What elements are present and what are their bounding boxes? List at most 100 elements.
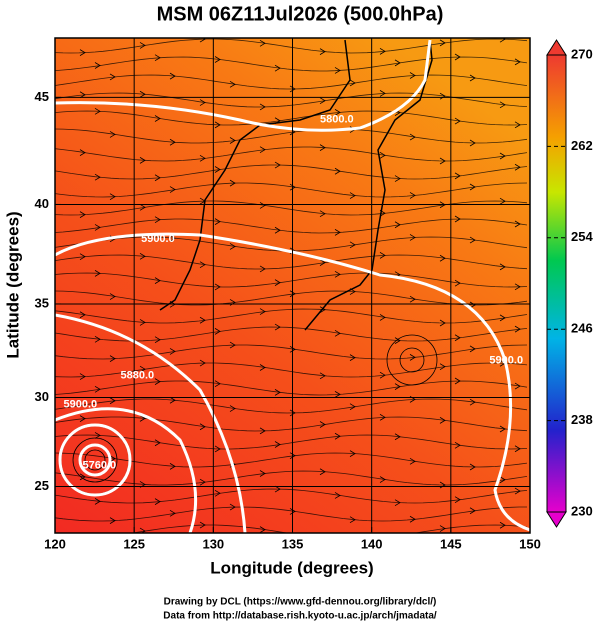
stream-arrow <box>259 265 266 273</box>
stream-arrow <box>154 378 161 385</box>
stream-arrow <box>94 335 101 343</box>
stream-arrow <box>199 99 206 106</box>
stream-arrow <box>109 73 116 81</box>
stream-arrow <box>439 417 446 424</box>
stream-arrow <box>139 527 146 533</box>
stream-arrow <box>394 337 401 344</box>
stream-arrow <box>349 192 356 199</box>
stream-arrow <box>214 328 221 335</box>
stream-arrow <box>259 308 266 315</box>
x-tick-label: 150 <box>519 536 541 551</box>
x-tick-label: 140 <box>361 536 383 551</box>
stream-arrow <box>259 427 266 435</box>
stream-arrow <box>229 341 236 349</box>
stream-arrow <box>139 157 146 164</box>
stream-arrow <box>379 151 386 159</box>
stream-arrow <box>139 319 146 326</box>
stream-arrow <box>454 215 461 223</box>
stream-arrow <box>394 221 401 229</box>
stream-arrow <box>454 172 461 180</box>
y-tick-label: 30 <box>35 389 49 404</box>
stream-arrow <box>274 389 281 396</box>
stream-arrow <box>334 229 341 236</box>
stream-arrow <box>139 42 146 49</box>
stream-arrow <box>499 476 506 484</box>
stream-arrow <box>289 409 296 417</box>
stream-arrow <box>169 186 176 193</box>
stream-arrow <box>154 174 161 182</box>
stream-arrow <box>499 152 506 160</box>
x-tick-label: 120 <box>44 536 66 551</box>
stream-arrow <box>259 470 266 477</box>
contour-label: 5900.0 <box>141 233 175 245</box>
stream-arrow <box>139 90 146 98</box>
stream-arrow <box>214 380 221 388</box>
stream-arrow <box>334 109 341 116</box>
stream-arrow <box>454 496 461 504</box>
vortex <box>72 437 118 483</box>
stream-arrow <box>109 355 116 362</box>
stream-arrow <box>334 391 341 398</box>
stream-arrow <box>349 354 356 361</box>
stream-arrow <box>94 107 101 115</box>
stream-arrow <box>319 210 326 218</box>
stream-arrow <box>319 372 326 380</box>
stream-arrow <box>319 97 326 105</box>
stream-arrow <box>154 498 161 505</box>
stream-arrow <box>199 261 206 268</box>
stream-arrow <box>349 79 356 87</box>
stream-arrow <box>274 226 281 234</box>
stream-arrow <box>454 377 461 385</box>
contour-label: 5760.0 <box>83 459 117 471</box>
stream-arrow <box>154 277 161 284</box>
stream-arrow <box>379 90 386 97</box>
stream-arrow <box>409 234 416 241</box>
stream-arrow <box>379 413 386 421</box>
stream-arrow <box>79 373 86 380</box>
stream-arrow <box>454 117 461 125</box>
stream-arrow <box>139 203 146 211</box>
stream-arrow <box>199 478 206 486</box>
colorbar <box>546 54 567 513</box>
stream-arrow <box>334 167 341 175</box>
stream-arrow <box>289 183 296 191</box>
stream-arrow <box>289 452 296 460</box>
stream-arrow <box>439 92 446 100</box>
stream-arrow <box>334 432 341 440</box>
stream-arrow <box>79 473 86 481</box>
stream-arrow <box>154 336 161 344</box>
contour-lines <box>55 39 530 533</box>
stream-arrow <box>394 175 401 182</box>
stream-arrow <box>214 445 221 453</box>
stream-arrow <box>109 455 116 462</box>
stream-arrow <box>439 363 446 371</box>
stream-arrow <box>94 173 101 181</box>
stream-arrow <box>169 234 176 242</box>
stream-arrow <box>289 508 296 515</box>
stream-arrow <box>259 103 266 111</box>
colorbar-tick-label: 238 <box>571 412 593 427</box>
stream-arrow <box>349 241 356 249</box>
stream-arrow <box>454 334 461 342</box>
stream-arrow <box>79 91 86 99</box>
stream-arrow <box>274 64 281 72</box>
stream-arrow <box>259 146 266 154</box>
stream-arrow <box>289 85 296 93</box>
stream-arrow <box>94 432 101 439</box>
stream-arrow <box>439 525 446 532</box>
stream-arrow <box>169 72 176 80</box>
stream-arrow <box>109 397 116 405</box>
stream-arrow <box>469 236 476 244</box>
stream-arrow <box>80 536 85 542</box>
stream-arrow <box>394 59 401 67</box>
colorbar-end <box>546 39 567 56</box>
stream-arrow <box>319 259 326 266</box>
stream-arrow <box>214 121 221 129</box>
stream-arrow <box>109 293 116 300</box>
stream-arrow <box>514 382 521 390</box>
stream-arrow <box>409 295 416 303</box>
title: MSM 06Z11Jul2026 (500.0hPa) <box>157 3 444 25</box>
colorbar-tick-label: 270 <box>571 46 593 61</box>
stream-arrow <box>469 139 476 147</box>
vortex <box>84 449 106 471</box>
